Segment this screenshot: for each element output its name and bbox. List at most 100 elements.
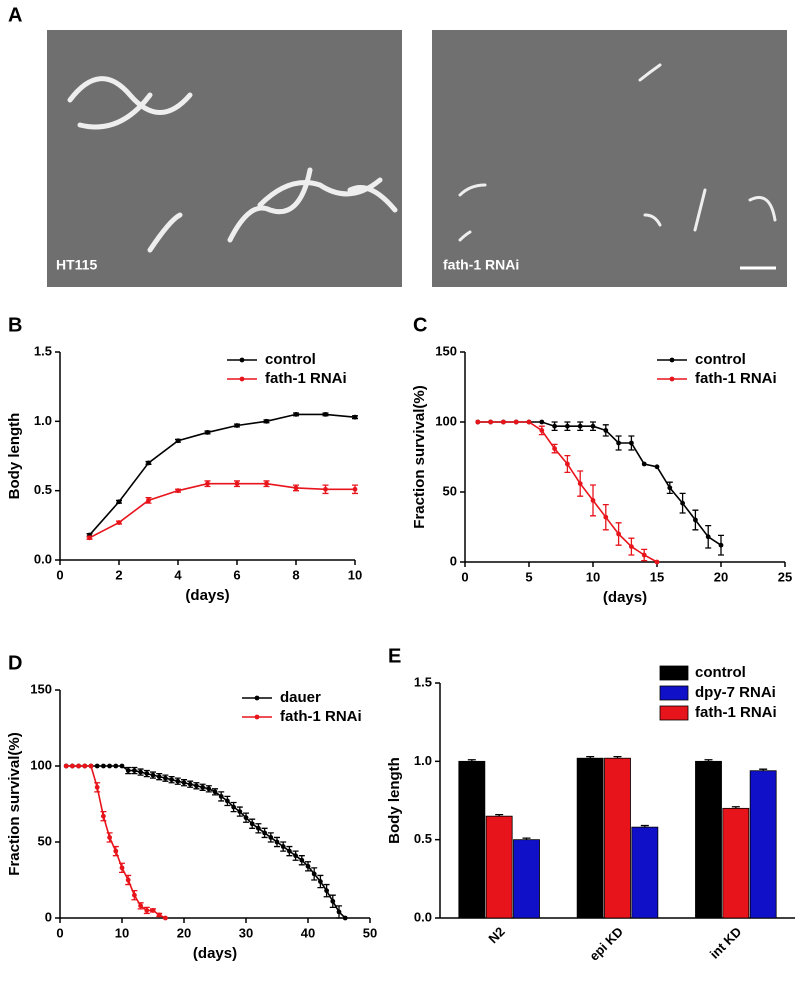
marker bbox=[629, 544, 634, 549]
legend-label: control bbox=[695, 664, 746, 681]
x-tick-label: 6 bbox=[233, 567, 240, 582]
y-tick-label: 1.0 bbox=[34, 413, 52, 428]
marker bbox=[125, 877, 131, 883]
y-axis-label: Body length bbox=[386, 757, 403, 844]
x-tick-label: 40 bbox=[301, 925, 315, 940]
marker bbox=[323, 412, 328, 417]
y-tick-label: 0.0 bbox=[34, 551, 52, 566]
marker bbox=[718, 542, 724, 548]
marker bbox=[603, 428, 609, 433]
marker bbox=[590, 498, 596, 503]
marker bbox=[552, 446, 557, 451]
marker bbox=[641, 552, 647, 558]
marker bbox=[132, 768, 137, 773]
y-tick-label: 0.0 bbox=[414, 909, 432, 924]
y-tick-label: 0 bbox=[450, 553, 457, 568]
legend-swatch bbox=[659, 705, 689, 721]
x-tick-label: epi KD bbox=[586, 924, 626, 964]
error-bar bbox=[759, 768, 768, 771]
legend-label: fath-1 RNAi bbox=[280, 708, 362, 725]
marker bbox=[293, 853, 298, 859]
marker bbox=[264, 481, 269, 487]
marker bbox=[293, 412, 299, 417]
marker bbox=[475, 419, 481, 425]
marker bbox=[138, 769, 144, 775]
x-tick-label: 10 bbox=[115, 925, 129, 940]
panel-label: B bbox=[8, 314, 22, 336]
y-axis-label: Fraction survival(%) bbox=[6, 732, 23, 875]
marker bbox=[205, 430, 210, 435]
marker bbox=[107, 835, 112, 840]
marker bbox=[577, 481, 583, 486]
marker bbox=[187, 781, 193, 787]
marker bbox=[705, 534, 711, 540]
marker bbox=[577, 423, 583, 429]
marker bbox=[206, 786, 212, 792]
marker bbox=[603, 514, 609, 520]
bar bbox=[458, 760, 486, 919]
marker bbox=[262, 830, 267, 836]
marker bbox=[88, 763, 94, 769]
y-tick-label: 1.5 bbox=[414, 674, 432, 689]
marker bbox=[513, 419, 519, 425]
y-tick-label: 100 bbox=[435, 413, 457, 428]
marker bbox=[119, 763, 125, 769]
x-axis-label: (days) bbox=[193, 945, 237, 962]
marker bbox=[138, 903, 144, 909]
x-axis-label: (days) bbox=[185, 587, 229, 604]
bar bbox=[631, 826, 659, 919]
legend-label: fath-1 RNAi bbox=[695, 370, 777, 387]
series-line bbox=[66, 765, 346, 919]
x-tick-label: int KD bbox=[707, 924, 745, 962]
micrograph: fath-1 RNAi bbox=[432, 30, 787, 287]
marker bbox=[156, 912, 162, 918]
marker bbox=[243, 815, 249, 821]
legend-marker bbox=[254, 695, 260, 701]
bar bbox=[513, 839, 540, 919]
marker bbox=[693, 517, 698, 523]
marker bbox=[237, 809, 243, 814]
y-tick-label: 0.5 bbox=[414, 831, 432, 846]
x-tick-label: 8 bbox=[292, 567, 299, 582]
marker bbox=[150, 908, 156, 913]
x-tick-label: 15 bbox=[650, 569, 664, 584]
marker bbox=[264, 418, 269, 424]
marker bbox=[654, 464, 660, 470]
marker bbox=[280, 844, 286, 849]
x-tick-label: 30 bbox=[239, 925, 253, 940]
error-bar bbox=[467, 759, 476, 762]
marker bbox=[488, 419, 493, 425]
marker bbox=[94, 784, 100, 790]
marker bbox=[225, 798, 230, 804]
x-tick-label: 2 bbox=[115, 567, 122, 582]
marker bbox=[175, 488, 181, 494]
legend-label: fath-1 RNAi bbox=[695, 704, 777, 721]
error-bar bbox=[731, 806, 740, 809]
series-line bbox=[88, 413, 356, 536]
series-line bbox=[89, 482, 355, 539]
marker bbox=[107, 763, 112, 769]
marker bbox=[163, 775, 168, 781]
series-line bbox=[66, 765, 166, 919]
x-tick-label: 10 bbox=[586, 569, 600, 584]
marker bbox=[70, 763, 75, 769]
marker bbox=[274, 839, 280, 845]
marker bbox=[552, 423, 557, 429]
marker bbox=[76, 763, 81, 769]
marker bbox=[146, 497, 151, 503]
x-tick-label: 20 bbox=[714, 569, 728, 584]
marker bbox=[150, 772, 156, 778]
marker bbox=[526, 419, 532, 425]
legend-swatch bbox=[659, 685, 689, 701]
marker bbox=[342, 915, 348, 921]
legend-marker bbox=[239, 376, 245, 382]
marker bbox=[144, 771, 150, 776]
marker bbox=[194, 783, 199, 789]
marker bbox=[641, 461, 647, 467]
marker bbox=[324, 888, 329, 894]
bar bbox=[749, 770, 777, 919]
marker bbox=[175, 778, 181, 784]
y-tick-label: 1.0 bbox=[414, 753, 432, 768]
marker bbox=[132, 892, 137, 898]
